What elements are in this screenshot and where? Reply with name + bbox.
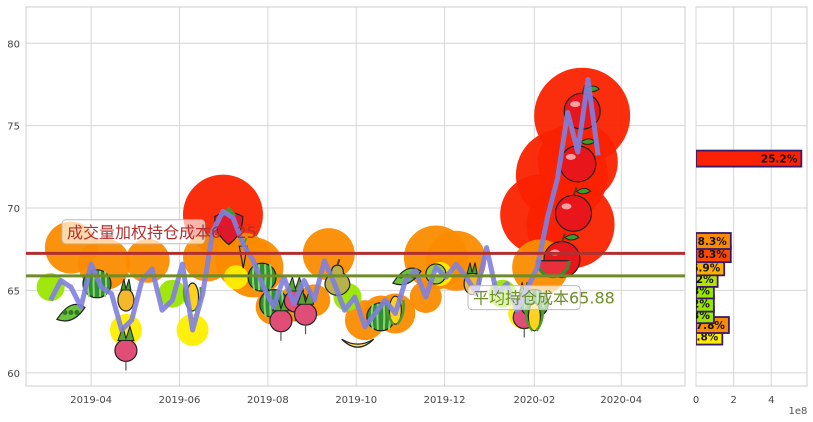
x-axis-multiplier: 1e8 (789, 406, 808, 417)
y-tick-label: 75 (7, 122, 20, 133)
bar-percent-label: 4.3% (681, 285, 711, 297)
apple-leaf (564, 233, 580, 241)
apple-stem (560, 233, 566, 243)
pea (68, 309, 74, 315)
volume-bubble (125, 238, 170, 283)
y-tick-label: 80 (7, 39, 20, 50)
x-tick-label: 2019-04 (70, 395, 112, 406)
pineapple-body (117, 288, 135, 312)
apple-marker (554, 187, 593, 232)
bar-percent-label: 8.3% (698, 249, 728, 261)
reference-label: 成交量加权持仓成本67.25 (67, 223, 257, 242)
y-tick-label: 70 (7, 204, 20, 215)
bar-percent-label: 5.2% (685, 274, 715, 286)
y-tick-label: 60 (7, 369, 20, 380)
banana-body (341, 338, 375, 348)
reference-label-box (61, 219, 206, 245)
pineapple-crown (466, 262, 478, 275)
x-tick-label: 2020-04 (600, 395, 642, 406)
apple-stem (572, 187, 578, 197)
volume-profile-bar (696, 149, 803, 168)
pea (74, 309, 80, 315)
apple-shine (561, 203, 572, 210)
pea-pod-marker (55, 303, 86, 322)
radish-body (269, 309, 293, 333)
pear-stem (336, 258, 341, 266)
bar-percent-label: 4.2% (681, 299, 711, 311)
side-x-tick-label: 2 (730, 395, 736, 406)
x-tick-label: 2019-10 (335, 395, 377, 406)
y-tick-label: 65 (7, 286, 20, 297)
apple-shine (565, 153, 576, 160)
banana-marker (341, 338, 375, 348)
volume-profile-bar (696, 232, 732, 250)
reference-label: 平均持仓成本65.88 (473, 289, 615, 308)
bar-percent-label: 5.8% (689, 332, 719, 344)
x-tick-label: 2019-12 (424, 395, 466, 406)
price-panel: 60 65 70 75 80 2019-04 2019-06 2019-08 2019-10 2… (7, 6, 686, 406)
apple-shine (570, 101, 581, 108)
apple-leaf (575, 187, 592, 195)
bar-percent-label: 25.2% (761, 154, 798, 166)
bar-percent-label: 8.3% (698, 236, 728, 248)
x-tick-label: 2019-06 (159, 395, 201, 406)
x-tick-label: 2019-08 (247, 395, 289, 406)
side-x-tick-label: 4 (768, 395, 774, 406)
bar-percent-label: 6.9% (691, 262, 721, 274)
volume-bubble (36, 273, 65, 302)
pineapple-marker (117, 278, 135, 312)
x-tick-label: 2020-02 (513, 395, 555, 406)
reference-label-box (467, 285, 581, 311)
pineapple-crown (120, 278, 132, 291)
radish-body (114, 338, 138, 363)
bar-percent-label: 4.3% (681, 310, 711, 322)
pea (62, 309, 68, 315)
apple-body (554, 194, 593, 232)
watermelon-stripe (103, 270, 108, 298)
side-x-tick-label: 0 (693, 395, 699, 406)
radish-body (293, 302, 318, 326)
